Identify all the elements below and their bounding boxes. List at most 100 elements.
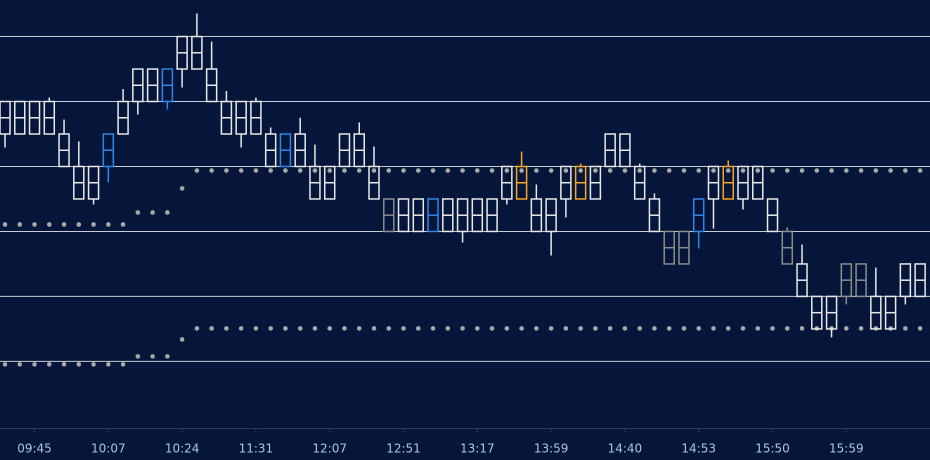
overlay-dot <box>46 362 52 367</box>
overlay-dot <box>593 326 598 331</box>
overlay-dot <box>61 222 67 227</box>
overlay-dot <box>829 168 834 173</box>
x-tick-label: 12:07 <box>312 442 347 456</box>
overlay-dot <box>548 326 554 331</box>
x-tick-label: 11:31 <box>239 442 274 456</box>
x-tick-label: 10:07 <box>91 442 126 456</box>
overlay-dot <box>903 326 908 331</box>
overlay-dot <box>238 326 244 331</box>
overlay-dot <box>120 222 126 227</box>
overlay-dot <box>858 168 864 173</box>
overlay-dot <box>696 326 702 331</box>
overlay-dot <box>784 168 790 173</box>
overlay-dot <box>253 326 259 331</box>
overlay-dot <box>386 326 392 331</box>
overlay-dot <box>61 362 67 367</box>
overlay-dot <box>755 326 761 331</box>
overlay-dot <box>858 326 864 331</box>
overlay-dot <box>903 168 908 173</box>
overlay-dot <box>327 326 333 331</box>
overlay-dot <box>799 326 805 331</box>
x-tick-label: 14:53 <box>681 442 716 456</box>
overlay-dot <box>415 168 421 173</box>
overlay-dot <box>534 326 539 331</box>
overlay-dot <box>652 326 657 331</box>
overlay-dot <box>194 326 200 331</box>
overlay-dot <box>386 168 392 173</box>
overlay-dot <box>430 326 436 331</box>
overlay-dot <box>460 326 465 331</box>
overlay-dot <box>607 168 613 173</box>
overlay-dot <box>32 222 37 227</box>
overlay-dot <box>445 168 451 173</box>
x-tick-label: 14:40 <box>608 442 643 456</box>
overlay-dot <box>209 168 214 173</box>
overlay-dot <box>17 362 23 367</box>
overlay-dot <box>563 326 569 331</box>
overlay-dot <box>917 326 923 331</box>
overlay-dot <box>106 222 111 227</box>
overlay-dot <box>2 362 8 367</box>
overlay-dot <box>770 168 775 173</box>
overlay-dot <box>637 168 642 173</box>
overlay-dot <box>224 168 229 173</box>
overlay-dot <box>519 326 524 331</box>
overlay-dot <box>666 326 672 331</box>
overlay-dot <box>740 168 746 173</box>
overlay-dot <box>711 168 716 173</box>
overlay-dot <box>91 362 96 367</box>
overlay-dot <box>475 168 480 173</box>
overlay-dot <box>238 168 244 173</box>
overlay-dot <box>784 326 790 331</box>
overlay-dot <box>652 168 657 173</box>
overlay-dot <box>150 210 155 215</box>
overlay-dot <box>799 168 805 173</box>
overlay-dot <box>666 168 672 173</box>
overlay-dot <box>578 168 583 173</box>
overlay-dot <box>622 168 628 173</box>
overlay-dot <box>504 326 510 331</box>
x-tick-label: 15:59 <box>829 442 864 456</box>
overlay-dot <box>755 168 761 173</box>
overlay-dot <box>91 222 96 227</box>
overlay-dot <box>179 186 185 191</box>
overlay-dot <box>371 326 377 331</box>
overlay-dot <box>135 210 141 215</box>
overlay-dot <box>312 168 318 173</box>
overlay-dot <box>711 326 716 331</box>
overlay-dot <box>401 168 406 173</box>
overlay-dot <box>504 168 510 173</box>
overlay-dot <box>401 326 406 331</box>
overlay-dot <box>253 168 259 173</box>
overlay-dot <box>283 326 288 331</box>
overlay-dot <box>283 168 288 173</box>
overlay-dot <box>179 337 185 342</box>
overlay-dot <box>224 326 229 331</box>
overlay-dot <box>209 326 214 331</box>
overlay-dot <box>696 168 702 173</box>
overlay-dot <box>268 326 273 331</box>
overlay-dot <box>607 326 613 331</box>
overlay-dot <box>76 362 82 367</box>
overlay-dot <box>622 326 628 331</box>
overlay-dot <box>120 362 126 367</box>
overlay-dot <box>917 168 923 173</box>
overlay-dot <box>46 222 52 227</box>
overlay-dot <box>312 326 318 331</box>
overlay-dot <box>32 362 37 367</box>
overlay-dot <box>150 354 155 359</box>
overlay-dot <box>770 326 775 331</box>
overlay-dot <box>445 326 451 331</box>
overlay-dot <box>534 168 539 173</box>
overlay-dot <box>475 326 480 331</box>
overlay-dot <box>681 168 687 173</box>
overlay-dot <box>593 168 598 173</box>
overlay-dot <box>268 168 273 173</box>
x-tick-label: 15:50 <box>755 442 790 456</box>
overlay-dot <box>2 222 8 227</box>
overlay-dot <box>342 326 347 331</box>
overlay-dot <box>342 168 347 173</box>
